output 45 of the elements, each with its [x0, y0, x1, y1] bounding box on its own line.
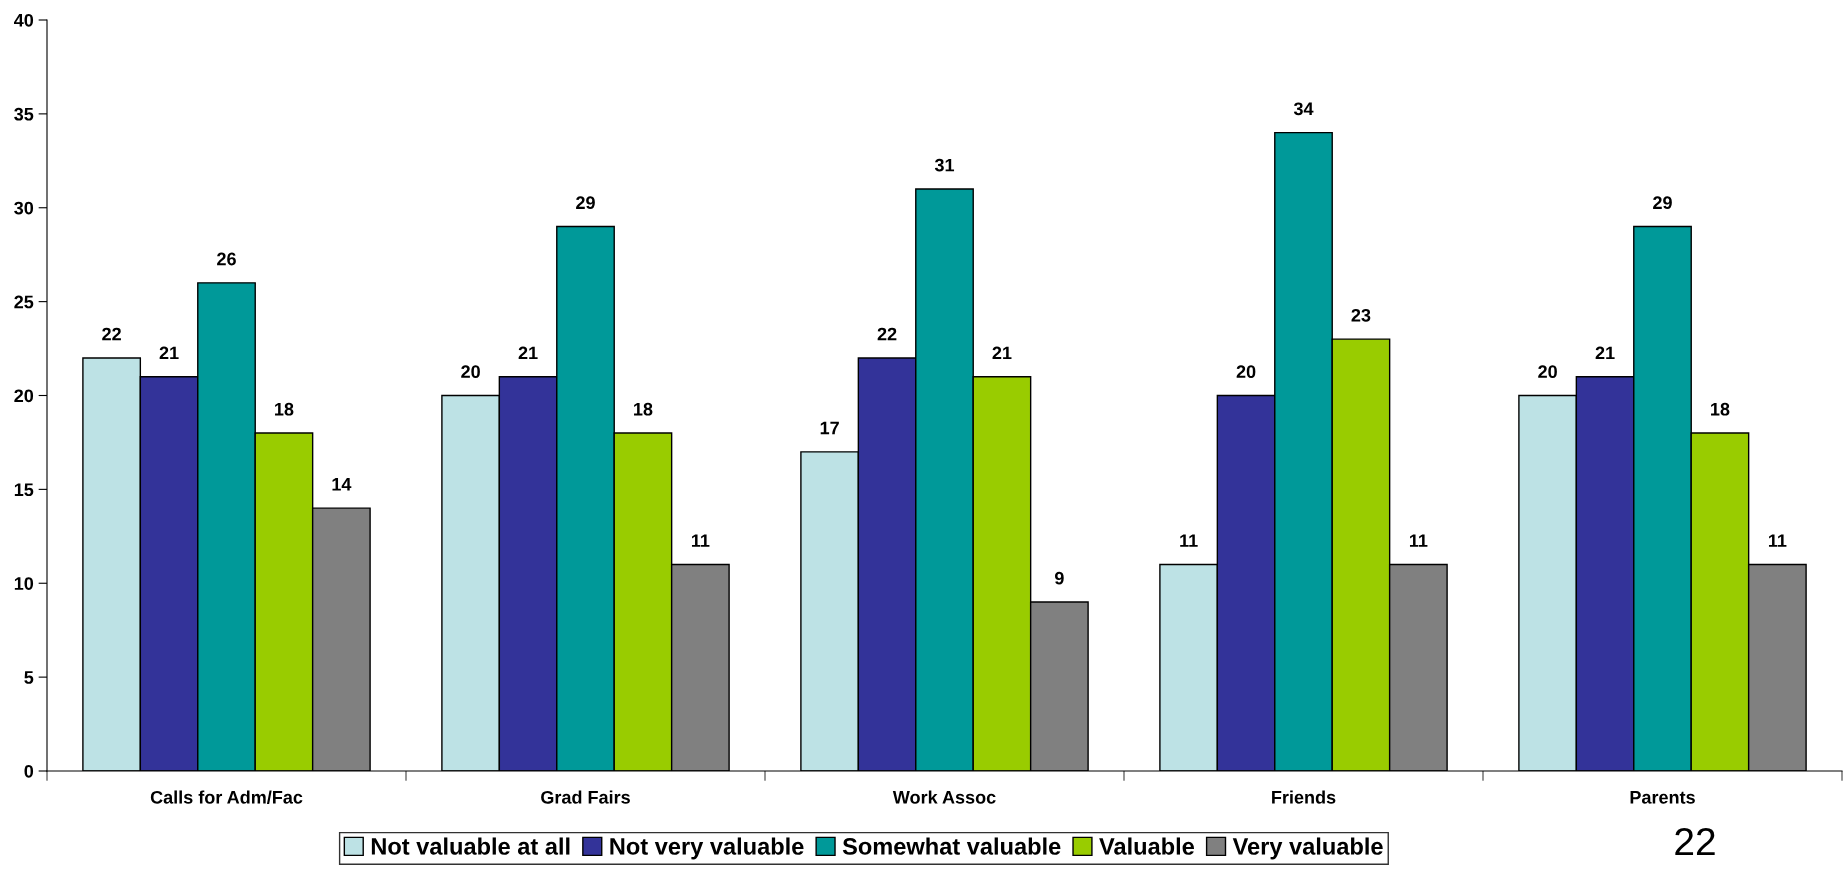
legend-label: Not very valuable	[610, 837, 804, 860]
data-label: 20	[1236, 365, 1256, 379]
data-label: 26	[217, 252, 236, 266]
data-label: 20	[1538, 365, 1557, 379]
text: 22	[1675, 827, 1715, 856]
data-label: 31	[934, 158, 955, 172]
x-tick-label: Calls for Adm/Fac	[150, 790, 303, 804]
y-tick-label: 30	[14, 201, 34, 215]
y-tick-label: 15	[14, 483, 34, 497]
data-label: 17	[820, 421, 839, 435]
y-tick-label: 10	[14, 577, 34, 590]
x-tick-label: Work Assoc	[892, 790, 996, 804]
data-label: 20	[461, 365, 480, 379]
data-label: 9	[1054, 571, 1064, 585]
y-tick-label: 25	[14, 295, 34, 309]
data-label: 11	[691, 534, 710, 547]
y-tick-label: 5	[24, 671, 34, 684]
y-tick-label: 0	[24, 764, 34, 778]
data-label: 14	[332, 478, 352, 491]
data-label: 18	[634, 402, 653, 416]
data-label: 21	[992, 346, 1012, 360]
data-label: 23	[1351, 308, 1371, 322]
x-tick-label: Friends	[1272, 790, 1336, 804]
data-label: 29	[1653, 196, 1672, 210]
data-label: 11	[1768, 534, 1787, 547]
data-label: 18	[275, 402, 294, 416]
y-tick-label: 20	[14, 389, 34, 403]
legend-label: Very valuable	[1232, 837, 1383, 860]
legend-label: Somewhat valuable	[842, 837, 1061, 855]
legend-label: Not valuable at all	[371, 837, 570, 855]
data-label: 22	[102, 327, 121, 341]
y-tick-label: 40	[14, 13, 34, 27]
data-label: 21	[1595, 346, 1615, 360]
y-tick-label: 35	[14, 107, 34, 121]
data-label: 21	[159, 346, 179, 360]
data-label: 11	[1180, 534, 1198, 547]
data-label: 18	[1711, 402, 1730, 416]
data-label: 11	[1409, 534, 1428, 547]
legend-label: Valuable	[1099, 837, 1195, 855]
data-label: 22	[877, 327, 897, 341]
data-label: 34	[1293, 102, 1314, 116]
x-tick-label: Parents	[1630, 791, 1695, 804]
data-label: 29	[576, 196, 595, 210]
data-label: 21	[518, 346, 538, 360]
x-tick-label: Grad Fairs	[541, 790, 630, 804]
